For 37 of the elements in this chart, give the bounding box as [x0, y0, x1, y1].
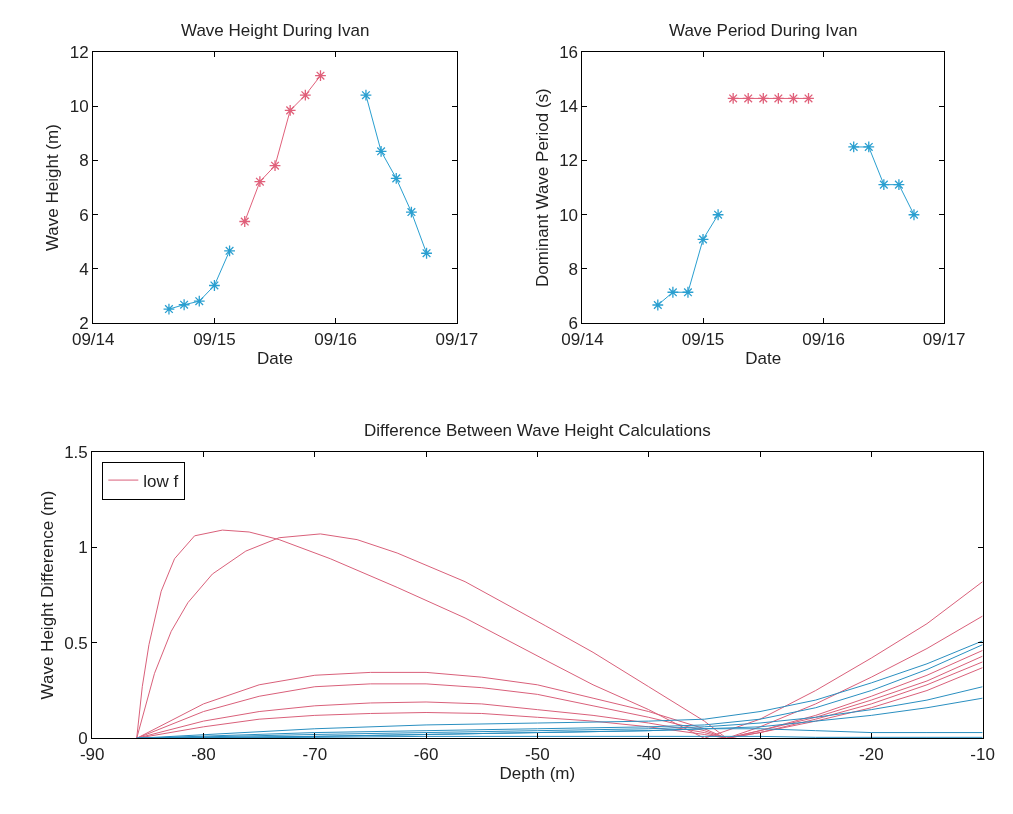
y-axis-title: Wave Height (m) [43, 124, 63, 252]
x-tick-label: 09/15 [681, 329, 725, 349]
y-tick-label: 12 [559, 151, 579, 171]
x-axis-title: Depth (m) [499, 764, 576, 784]
x-tick-label: 09/16 [802, 329, 845, 349]
x-tick-label: 09/15 [193, 329, 236, 349]
x-tick-label: -30 [747, 744, 773, 764]
y-tick-label: 6 [79, 205, 89, 225]
y-tick-label: 8 [568, 259, 579, 279]
y-tick-label: 8 [79, 151, 89, 171]
y-axis-title: Dominant Wave Period (s) [532, 88, 552, 287]
chart-title: Wave Height During Ivan [181, 21, 370, 40]
y-tick-label: 1 [78, 538, 88, 558]
legend-label: low f [143, 471, 179, 491]
x-tick-label: -80 [191, 744, 216, 764]
x-tick-label: -70 [302, 744, 328, 764]
x-tick-label: 09/17 [435, 329, 479, 349]
chart-title: Difference Between Wave Height Calculations [364, 421, 711, 440]
x-tick-label: -60 [413, 744, 439, 764]
y-tick-label: 10 [69, 97, 89, 117]
x-axis-title: Date [745, 348, 782, 368]
x-tick-label: -50 [525, 744, 550, 764]
x-tick-label: 09/16 [314, 329, 357, 349]
y-tick-label: 0.5 [64, 633, 88, 653]
chart-title: Wave Period During Ivan [669, 21, 858, 40]
y-tick-label: 1.5 [64, 442, 88, 462]
y-tick-label: 4 [79, 259, 89, 279]
x-tick-label: -10 [970, 744, 995, 764]
x-axis-title: Date [257, 348, 293, 368]
y-tick-label: 12 [69, 43, 89, 63]
y-tick-label: 10 [559, 205, 579, 225]
y-axis-title: Wave Height Difference (m) [37, 490, 57, 700]
x-tick-label: -20 [859, 744, 884, 764]
x-tick-label: 09/17 [922, 329, 966, 349]
y-tick-label: 14 [559, 97, 579, 117]
x-tick-label: -40 [636, 744, 661, 764]
y-tick-label: 16 [559, 43, 579, 63]
